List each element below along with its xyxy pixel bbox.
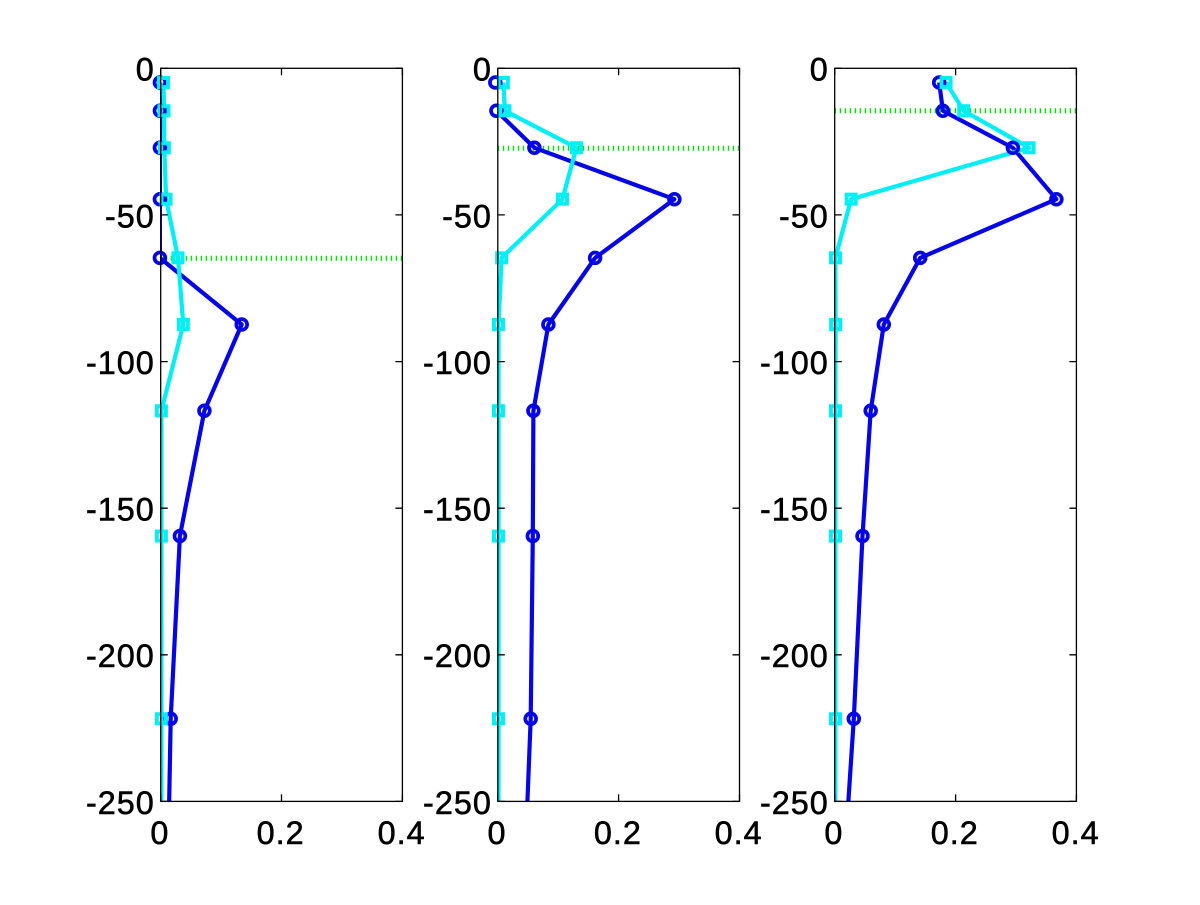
svg-text:-50: -50 (105, 198, 155, 234)
svg-text:-200: -200 (86, 638, 155, 674)
svg-text:0.2: 0.2 (931, 815, 979, 851)
svg-text:0.4: 0.4 (715, 815, 763, 851)
svg-text:-100: -100 (86, 345, 155, 381)
svg-text:-200: -200 (423, 638, 492, 674)
svg-text:-50: -50 (442, 198, 492, 234)
svg-text:-200: -200 (760, 638, 829, 674)
svg-text:0.4: 0.4 (1052, 815, 1100, 851)
svg-text:0.4: 0.4 (378, 815, 426, 851)
svg-text:0: 0 (150, 815, 169, 851)
svg-text:-250: -250 (86, 785, 155, 821)
svg-text:-100: -100 (760, 345, 829, 381)
svg-text:0.2: 0.2 (594, 815, 642, 851)
svg-text:0: 0 (136, 52, 155, 88)
svg-text:-250: -250 (423, 785, 492, 821)
svg-text:-150: -150 (423, 492, 492, 528)
svg-text:0: 0 (824, 815, 843, 851)
svg-text:-150: -150 (760, 492, 829, 528)
svg-text:-50: -50 (779, 198, 829, 234)
svg-text:0.2: 0.2 (257, 815, 305, 851)
svg-text:-250: -250 (760, 785, 829, 821)
svg-text:0: 0 (487, 815, 506, 851)
svg-text:-150: -150 (86, 492, 155, 528)
svg-text:0: 0 (810, 52, 829, 88)
svg-text:-100: -100 (423, 345, 492, 381)
svg-text:0: 0 (473, 52, 492, 88)
